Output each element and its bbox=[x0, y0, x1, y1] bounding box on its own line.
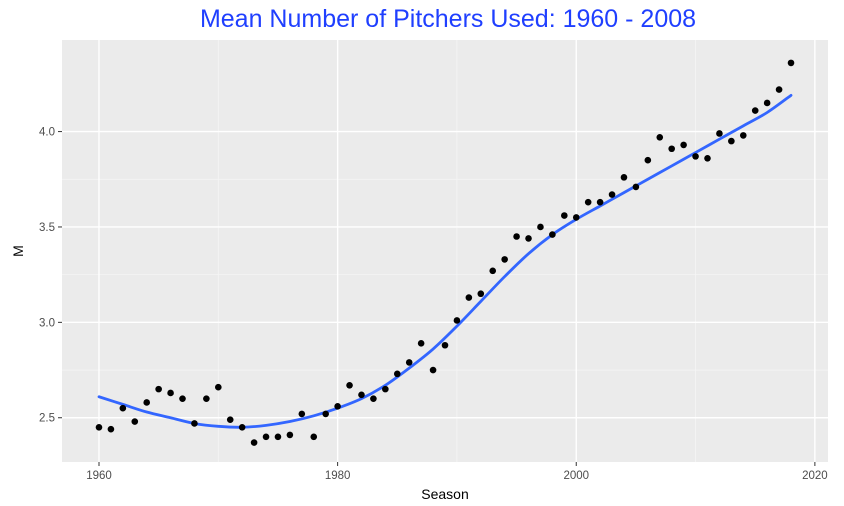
x-tick-label: 1980 bbox=[325, 470, 351, 482]
data-point bbox=[477, 290, 485, 298]
x-tick-label: 2020 bbox=[802, 470, 828, 482]
major-gridlines bbox=[62, 40, 828, 462]
x-tick-label: 2000 bbox=[563, 470, 589, 482]
data-point bbox=[358, 391, 365, 399]
smooth-curve-layer bbox=[97, 93, 793, 429]
data-point bbox=[298, 410, 306, 418]
data-point bbox=[405, 359, 413, 366]
data-point bbox=[787, 59, 795, 67]
data-point bbox=[155, 385, 162, 393]
minor-gridlines bbox=[62, 40, 828, 462]
data-point bbox=[370, 395, 377, 402]
data-point bbox=[537, 223, 544, 231]
data-point bbox=[644, 156, 652, 164]
data-point bbox=[262, 433, 270, 441]
y-tick-label: 3.0 bbox=[39, 317, 55, 329]
data-point bbox=[119, 404, 127, 412]
data-point bbox=[525, 235, 532, 242]
chart-title: Mean Number of Pitchers Used: 1960 - 200… bbox=[200, 5, 696, 33]
data-point bbox=[489, 267, 497, 275]
data-point bbox=[763, 99, 771, 107]
data-point bbox=[215, 383, 222, 391]
data-point bbox=[501, 256, 508, 263]
plot-panel bbox=[62, 40, 828, 462]
data-point bbox=[274, 433, 282, 441]
data-point bbox=[453, 317, 461, 324]
data-point bbox=[346, 382, 353, 389]
data-point bbox=[620, 174, 628, 181]
data-point bbox=[716, 130, 723, 137]
x-tick-label: 1960 bbox=[86, 470, 112, 482]
data-point bbox=[131, 418, 139, 425]
data-point bbox=[226, 416, 234, 423]
data-point bbox=[775, 86, 783, 93]
data-point bbox=[513, 233, 520, 240]
data-point bbox=[179, 395, 186, 402]
y-axis-label: M bbox=[10, 245, 26, 257]
data-point bbox=[203, 395, 210, 402]
data-point bbox=[680, 141, 687, 149]
data-point bbox=[393, 370, 401, 378]
data-point bbox=[632, 183, 640, 191]
x-axis-ticks: 1960 1980 2000 2020 bbox=[86, 462, 828, 482]
data-point bbox=[584, 198, 592, 206]
data-point bbox=[465, 294, 473, 301]
data-point bbox=[561, 212, 568, 219]
y-tick-label: 2.5 bbox=[39, 413, 55, 425]
data-point bbox=[668, 145, 675, 153]
data-point bbox=[417, 340, 425, 347]
data-point bbox=[167, 389, 174, 397]
data-points bbox=[95, 59, 795, 446]
data-point bbox=[107, 425, 115, 433]
data-point bbox=[191, 420, 198, 427]
data-point bbox=[143, 399, 151, 406]
data-point bbox=[549, 231, 556, 238]
data-point bbox=[382, 385, 389, 393]
data-point bbox=[250, 439, 258, 446]
data-point bbox=[334, 402, 341, 410]
data-point bbox=[429, 366, 437, 374]
data-point bbox=[751, 107, 759, 114]
data-point bbox=[572, 214, 580, 221]
data-point bbox=[286, 431, 294, 439]
data-point bbox=[238, 423, 246, 431]
data-point bbox=[704, 154, 711, 162]
x-axis-label: Season bbox=[421, 486, 468, 502]
smooth-curve bbox=[97, 93, 793, 429]
y-tick-label: 4.0 bbox=[39, 127, 55, 139]
data-point bbox=[310, 433, 318, 441]
y-axis-ticks: 2.5 3.0 3.5 4.0 bbox=[39, 127, 62, 425]
data-point bbox=[322, 410, 329, 418]
data-point bbox=[441, 341, 449, 349]
data-point bbox=[692, 153, 699, 160]
data-point bbox=[656, 133, 664, 141]
data-point bbox=[728, 137, 735, 145]
data-point bbox=[95, 423, 103, 431]
data-point bbox=[739, 132, 747, 139]
data-point bbox=[608, 191, 616, 198]
data-point bbox=[596, 198, 604, 206]
y-tick-label: 3.5 bbox=[39, 222, 55, 234]
